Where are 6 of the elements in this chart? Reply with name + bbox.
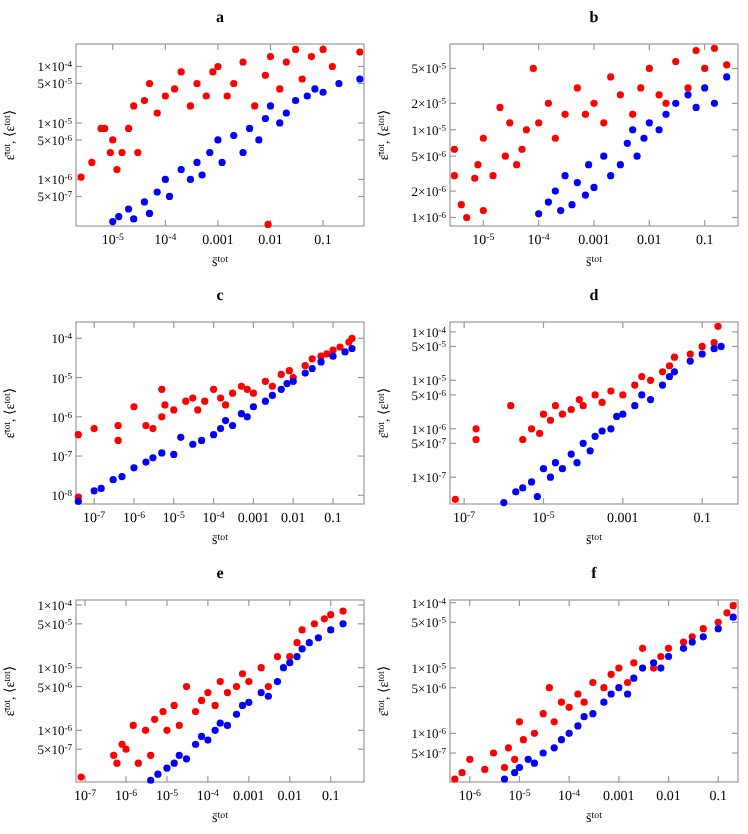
chart-title: b [589, 8, 600, 26]
chart-title: d [589, 286, 600, 304]
chart-title: c [216, 286, 225, 304]
chart-title: a [216, 8, 224, 26]
chart-title: f [591, 564, 598, 582]
chart-title: e [216, 564, 225, 582]
